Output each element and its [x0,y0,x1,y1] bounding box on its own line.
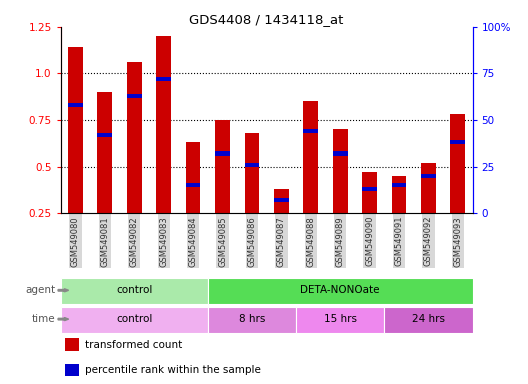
Bar [421,163,436,213]
Bar [208,278,473,304]
Text: control: control [116,285,153,295]
Bar [61,278,208,304]
Bar [127,94,142,98]
Bar [65,364,79,376]
Text: control: control [116,314,153,324]
Text: 24 hrs: 24 hrs [412,314,445,324]
Bar [244,133,259,213]
Text: transformed count: transformed count [86,340,183,350]
Bar [215,151,230,156]
Bar [244,163,259,167]
Text: percentile rank within the sample: percentile rank within the sample [86,365,261,375]
Bar [362,187,377,191]
Bar [68,103,83,107]
Bar [127,62,142,213]
Bar [392,176,407,213]
Bar [156,77,171,81]
Bar [450,114,465,213]
Bar [333,129,347,213]
Bar [61,307,208,333]
Text: 8 hrs: 8 hrs [239,314,265,324]
Bar [362,172,377,213]
Bar [98,133,112,137]
Bar [392,183,407,187]
Text: agent: agent [25,285,55,295]
Bar [68,47,83,213]
Bar [274,189,289,213]
Text: DETA-NONOate: DETA-NONOate [300,285,380,295]
Bar [421,174,436,178]
Bar [274,198,289,202]
Bar [333,151,347,156]
Bar [98,92,112,213]
Bar [215,120,230,213]
Bar [450,140,465,144]
Bar [304,101,318,213]
Text: 15 hrs: 15 hrs [324,314,357,324]
Bar [186,183,201,187]
Bar [65,338,79,351]
Bar [186,142,201,213]
Bar [208,307,296,333]
Bar [296,307,384,333]
Title: GDS4408 / 1434118_at: GDS4408 / 1434118_at [190,13,344,26]
Bar [384,307,473,333]
Text: time: time [32,314,55,324]
Bar [156,36,171,213]
Bar [304,129,318,133]
